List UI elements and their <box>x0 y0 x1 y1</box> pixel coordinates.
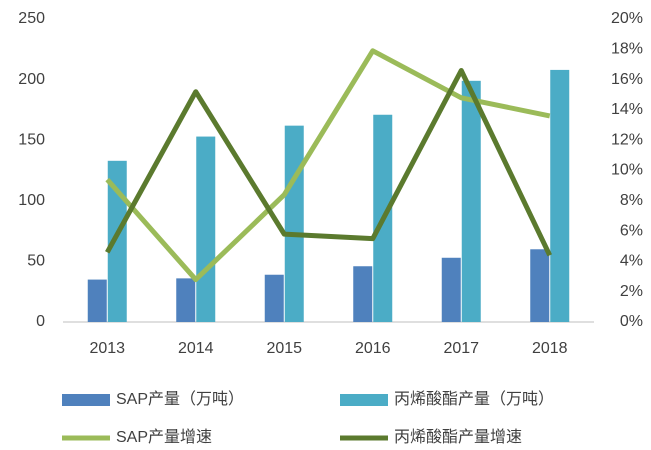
y2-tick-label: 6% <box>620 222 643 239</box>
legend-label: 丙烯酸酯产量（万吨） <box>394 390 554 408</box>
x-tick-label: 2015 <box>266 340 302 357</box>
y2-tick-label: 18% <box>611 41 643 58</box>
y2-tick-label: 14% <box>611 101 643 118</box>
x-tick-label: 2017 <box>443 340 479 357</box>
y2-tick-label: 16% <box>611 71 643 88</box>
bar <box>107 160 127 322</box>
y-tick-label: 200 <box>18 71 45 88</box>
bar <box>530 249 550 322</box>
bar <box>441 257 461 322</box>
bar <box>264 274 284 322</box>
legend-label: 丙烯酸酯产量增速 <box>394 428 522 446</box>
bar <box>353 266 373 322</box>
bar <box>284 125 304 322</box>
bar <box>550 69 570 323</box>
x-tick-label: 2014 <box>178 340 214 357</box>
bar <box>87 279 107 322</box>
y2-tick-label: 4% <box>620 253 643 270</box>
y2-tick-label: 0% <box>620 313 643 330</box>
y2-tick-label: 10% <box>611 162 643 179</box>
y2-tick-label: 8% <box>620 192 643 209</box>
y-tick-label: 150 <box>18 131 45 148</box>
line-series <box>105 68 553 257</box>
y-tick-label: 250 <box>18 10 45 27</box>
legend-label: SAP产量增速 <box>116 428 212 446</box>
x-tick-label: 2018 <box>532 340 568 357</box>
y-tick-label: 100 <box>18 192 45 209</box>
y-tick-label: 50 <box>27 253 45 270</box>
x-tick-label: 2016 <box>355 340 391 357</box>
x-tick-label: 2013 <box>89 340 125 357</box>
legend-label: SAP产量（万吨） <box>116 390 244 408</box>
y2-tick-label: 2% <box>620 283 643 300</box>
y2-tick-label: 20% <box>611 10 643 27</box>
legend-swatch <box>62 394 110 406</box>
y-tick-label: 0 <box>36 313 45 330</box>
bar <box>176 278 196 322</box>
bar <box>461 80 481 322</box>
line-series <box>105 48 551 283</box>
legend-swatch <box>340 394 388 406</box>
y2-tick-label: 12% <box>611 131 643 148</box>
bar <box>196 136 216 322</box>
